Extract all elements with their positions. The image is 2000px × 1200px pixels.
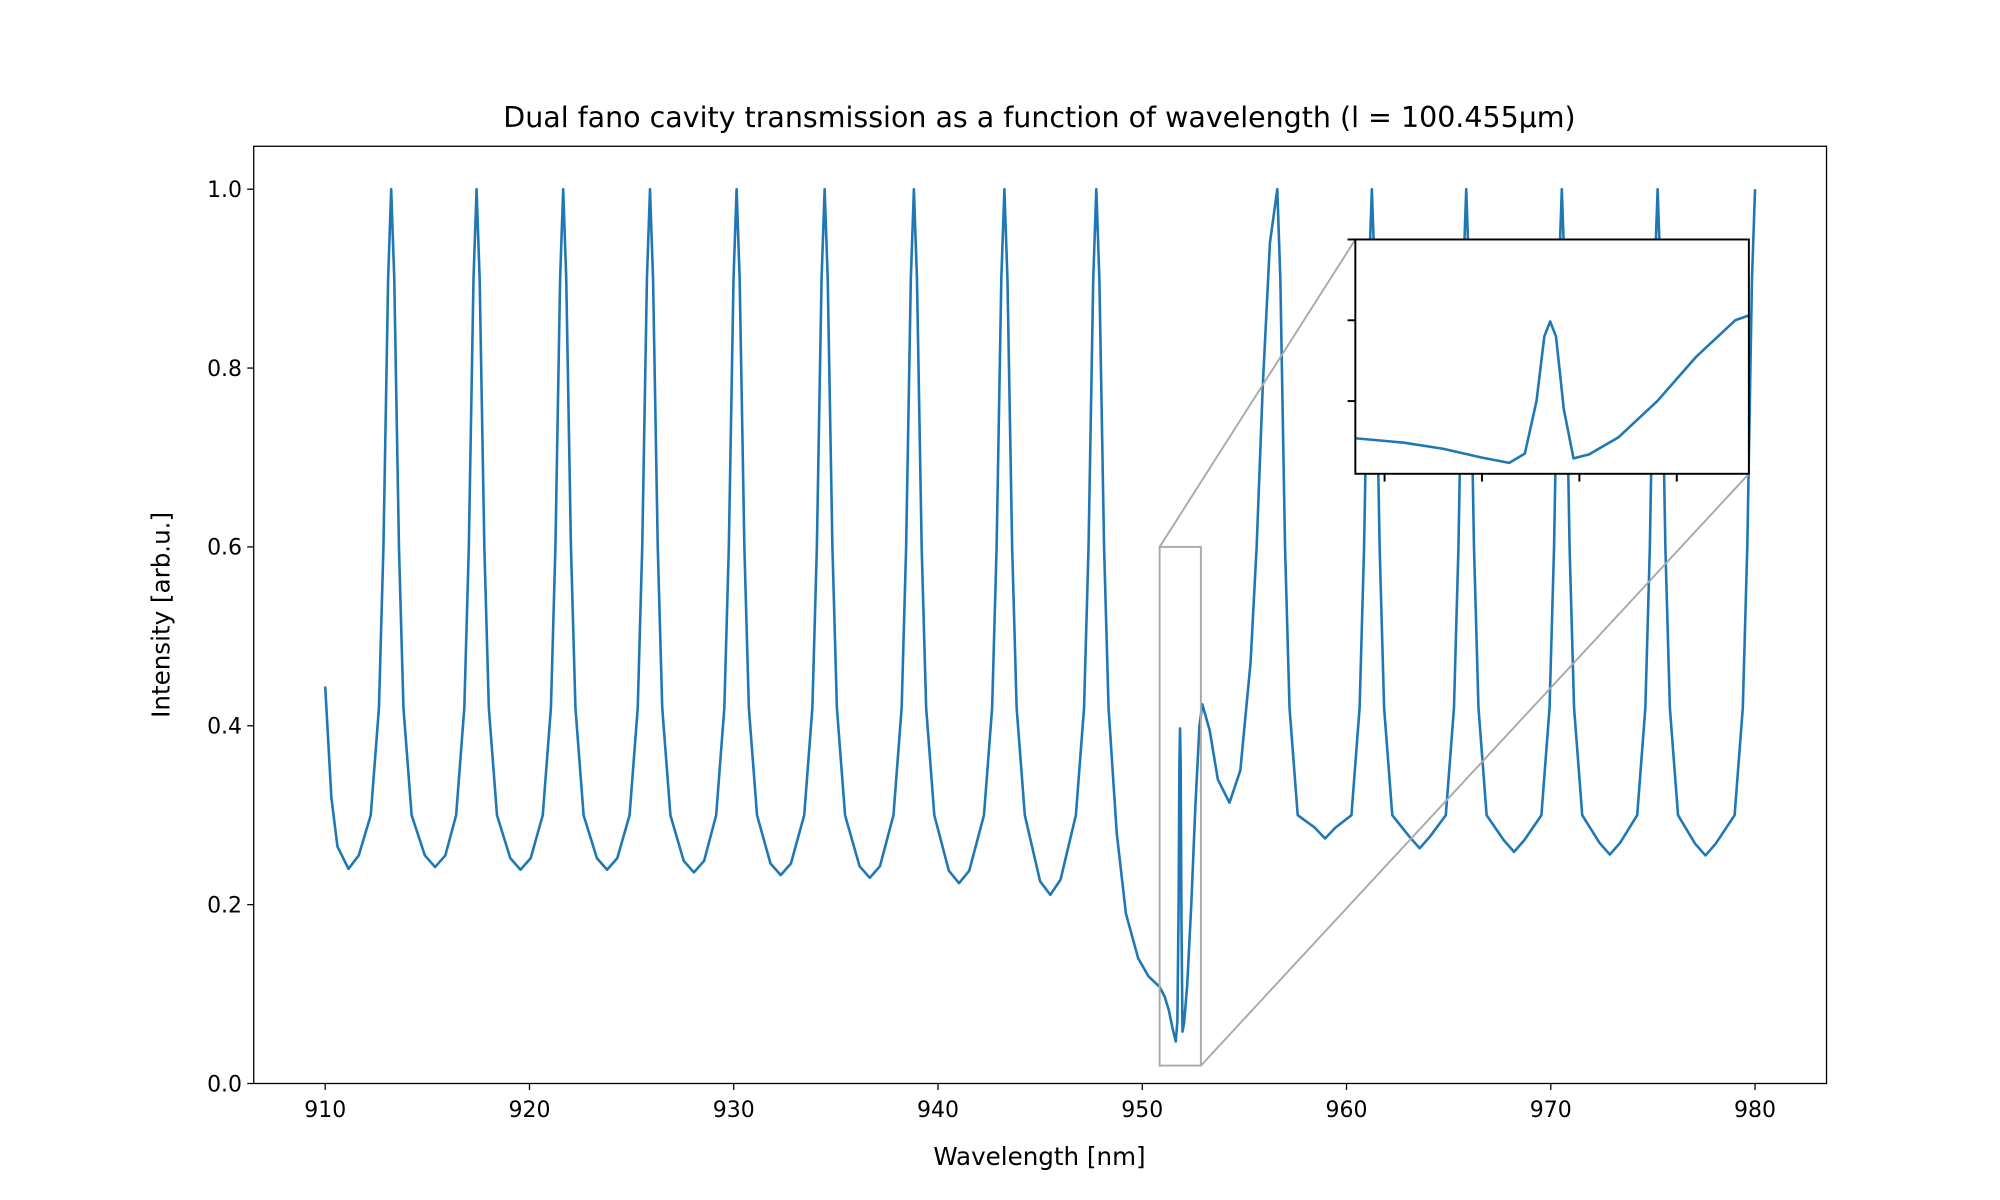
x-tick-label: 910 xyxy=(304,1098,346,1123)
x-axis-label: Wavelength [nm] xyxy=(933,1142,1145,1171)
y-tick-label: 0.4 xyxy=(207,715,242,740)
y-tick-label: 0.8 xyxy=(207,357,242,382)
y-axis-label: Intensity [arb.u.] xyxy=(147,512,176,718)
x-tick-label: 940 xyxy=(917,1098,959,1123)
inset-frame xyxy=(1354,238,1750,475)
zoom-connector xyxy=(1158,238,1357,548)
plot-frame xyxy=(253,145,1828,1085)
inset-background xyxy=(1355,239,1749,474)
x-tick-label: 970 xyxy=(1530,1098,1572,1123)
x-tick-label: 930 xyxy=(713,1098,755,1123)
y-tick-label: 0.0 xyxy=(207,1072,242,1097)
data-line xyxy=(323,187,1757,1043)
zoom-connector xyxy=(1200,473,1750,1067)
y-tick-label: 0.2 xyxy=(207,893,242,918)
x-tick-label: 960 xyxy=(1326,1098,1368,1123)
chart-title: Dual fano cavity transmission as a funct… xyxy=(503,101,1575,134)
x-tick-label: 950 xyxy=(1121,1098,1163,1123)
y-tick-label: 0.6 xyxy=(207,536,242,561)
x-tick-label: 920 xyxy=(508,1098,550,1123)
zoom-region xyxy=(1158,545,1202,1067)
y-tick-label: 1.0 xyxy=(207,178,242,203)
x-tick-label: 980 xyxy=(1734,1098,1776,1123)
